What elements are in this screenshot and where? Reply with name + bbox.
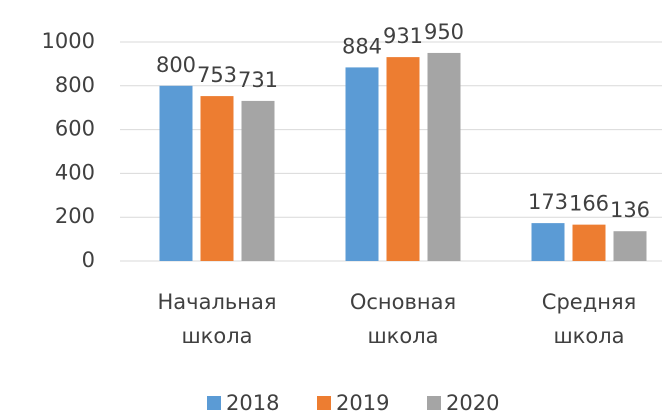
legend-swatch: [427, 396, 441, 410]
bar: [386, 57, 420, 262]
y-tick-label: 200: [55, 204, 95, 228]
data-label: 800: [156, 53, 196, 77]
bar: [572, 224, 606, 261]
y-tick-label: 400: [55, 160, 95, 184]
x-tick-label: Основная школа: [349, 290, 457, 348]
data-label: 884: [342, 34, 382, 58]
y-tick-label: 1000: [42, 29, 95, 53]
data-label: 731: [238, 68, 278, 92]
bar: [613, 231, 647, 261]
data-label: 753: [197, 63, 237, 87]
data-label: 136: [610, 198, 650, 222]
legend-label: 2018: [226, 391, 279, 413]
x-tick-label: Начальная школа: [157, 290, 277, 348]
bar: [200, 96, 234, 261]
bar: [159, 85, 193, 261]
y-tick-label: 600: [55, 117, 95, 141]
legend-swatch: [207, 396, 221, 410]
bar: [531, 223, 565, 261]
y-tick-label: 0: [82, 248, 95, 272]
bar: [345, 67, 379, 262]
y-tick-label: 800: [55, 73, 95, 97]
legend-label: 2019: [336, 391, 389, 413]
x-tick-label: Средняя школа: [541, 290, 637, 348]
data-label: 950: [424, 20, 464, 44]
legend-swatch: [317, 396, 331, 410]
legend-label: 2020: [446, 391, 499, 413]
bar: [427, 52, 461, 262]
bar: [241, 100, 275, 261]
data-label: 173: [528, 190, 568, 214]
data-label: 166: [569, 192, 609, 216]
data-label: 931: [383, 24, 423, 48]
